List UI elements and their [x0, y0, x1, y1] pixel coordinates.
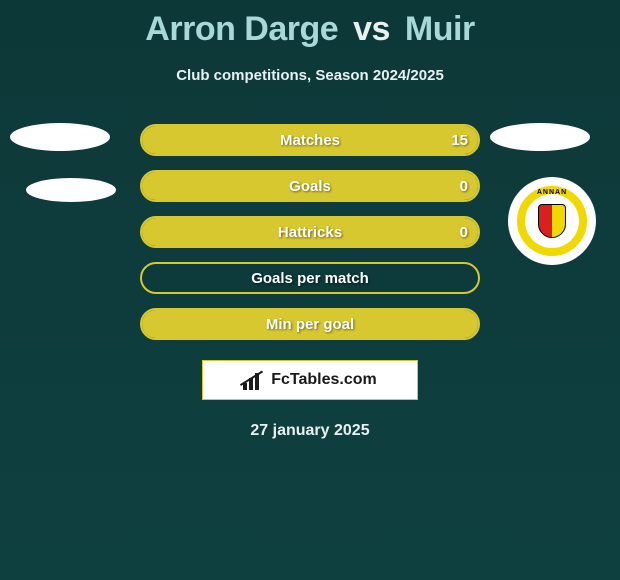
- stat-value: 0: [460, 224, 468, 241]
- stat-row-matches: Matches 15: [140, 124, 480, 156]
- player1-name: Arron Darge: [145, 10, 338, 48]
- subtitle: Club competitions, Season 2024/2025: [0, 67, 620, 84]
- crest-text: ANNAN: [537, 189, 567, 196]
- player2-club-badge: ANNAN: [508, 177, 596, 265]
- watermark-text: FcTables.com: [271, 371, 377, 389]
- player1-club-badge-placeholder-1: [10, 123, 110, 151]
- stat-label: Goals: [289, 178, 331, 195]
- club-crest: ANNAN: [517, 186, 587, 256]
- stat-value: 15: [451, 132, 468, 149]
- stat-row-goals-per-match: Goals per match: [140, 262, 480, 294]
- stat-row-hattricks: Hattricks 0: [140, 216, 480, 248]
- stat-label: Min per goal: [266, 316, 354, 333]
- page-title: Arron Darge vs Muir: [0, 0, 620, 49]
- stat-value: 0: [460, 178, 468, 195]
- vs-text: vs: [353, 10, 390, 48]
- date-text: 27 january 2025: [0, 422, 620, 440]
- crest-shield: [538, 204, 566, 238]
- player2-club-badge-placeholder-1: [490, 123, 590, 151]
- stat-row-goals: Goals 0: [140, 170, 480, 202]
- player2-name: Muir: [405, 10, 475, 48]
- stat-row-min-per-goal: Min per goal: [140, 308, 480, 340]
- watermark[interactable]: FcTables.com: [202, 360, 418, 400]
- stat-label: Goals per match: [251, 270, 369, 287]
- stat-label: Matches: [280, 132, 340, 149]
- player1-club-badge-placeholder-2: [26, 178, 116, 202]
- fctables-logo-icon: [243, 370, 265, 390]
- stat-label: Hattricks: [278, 224, 342, 241]
